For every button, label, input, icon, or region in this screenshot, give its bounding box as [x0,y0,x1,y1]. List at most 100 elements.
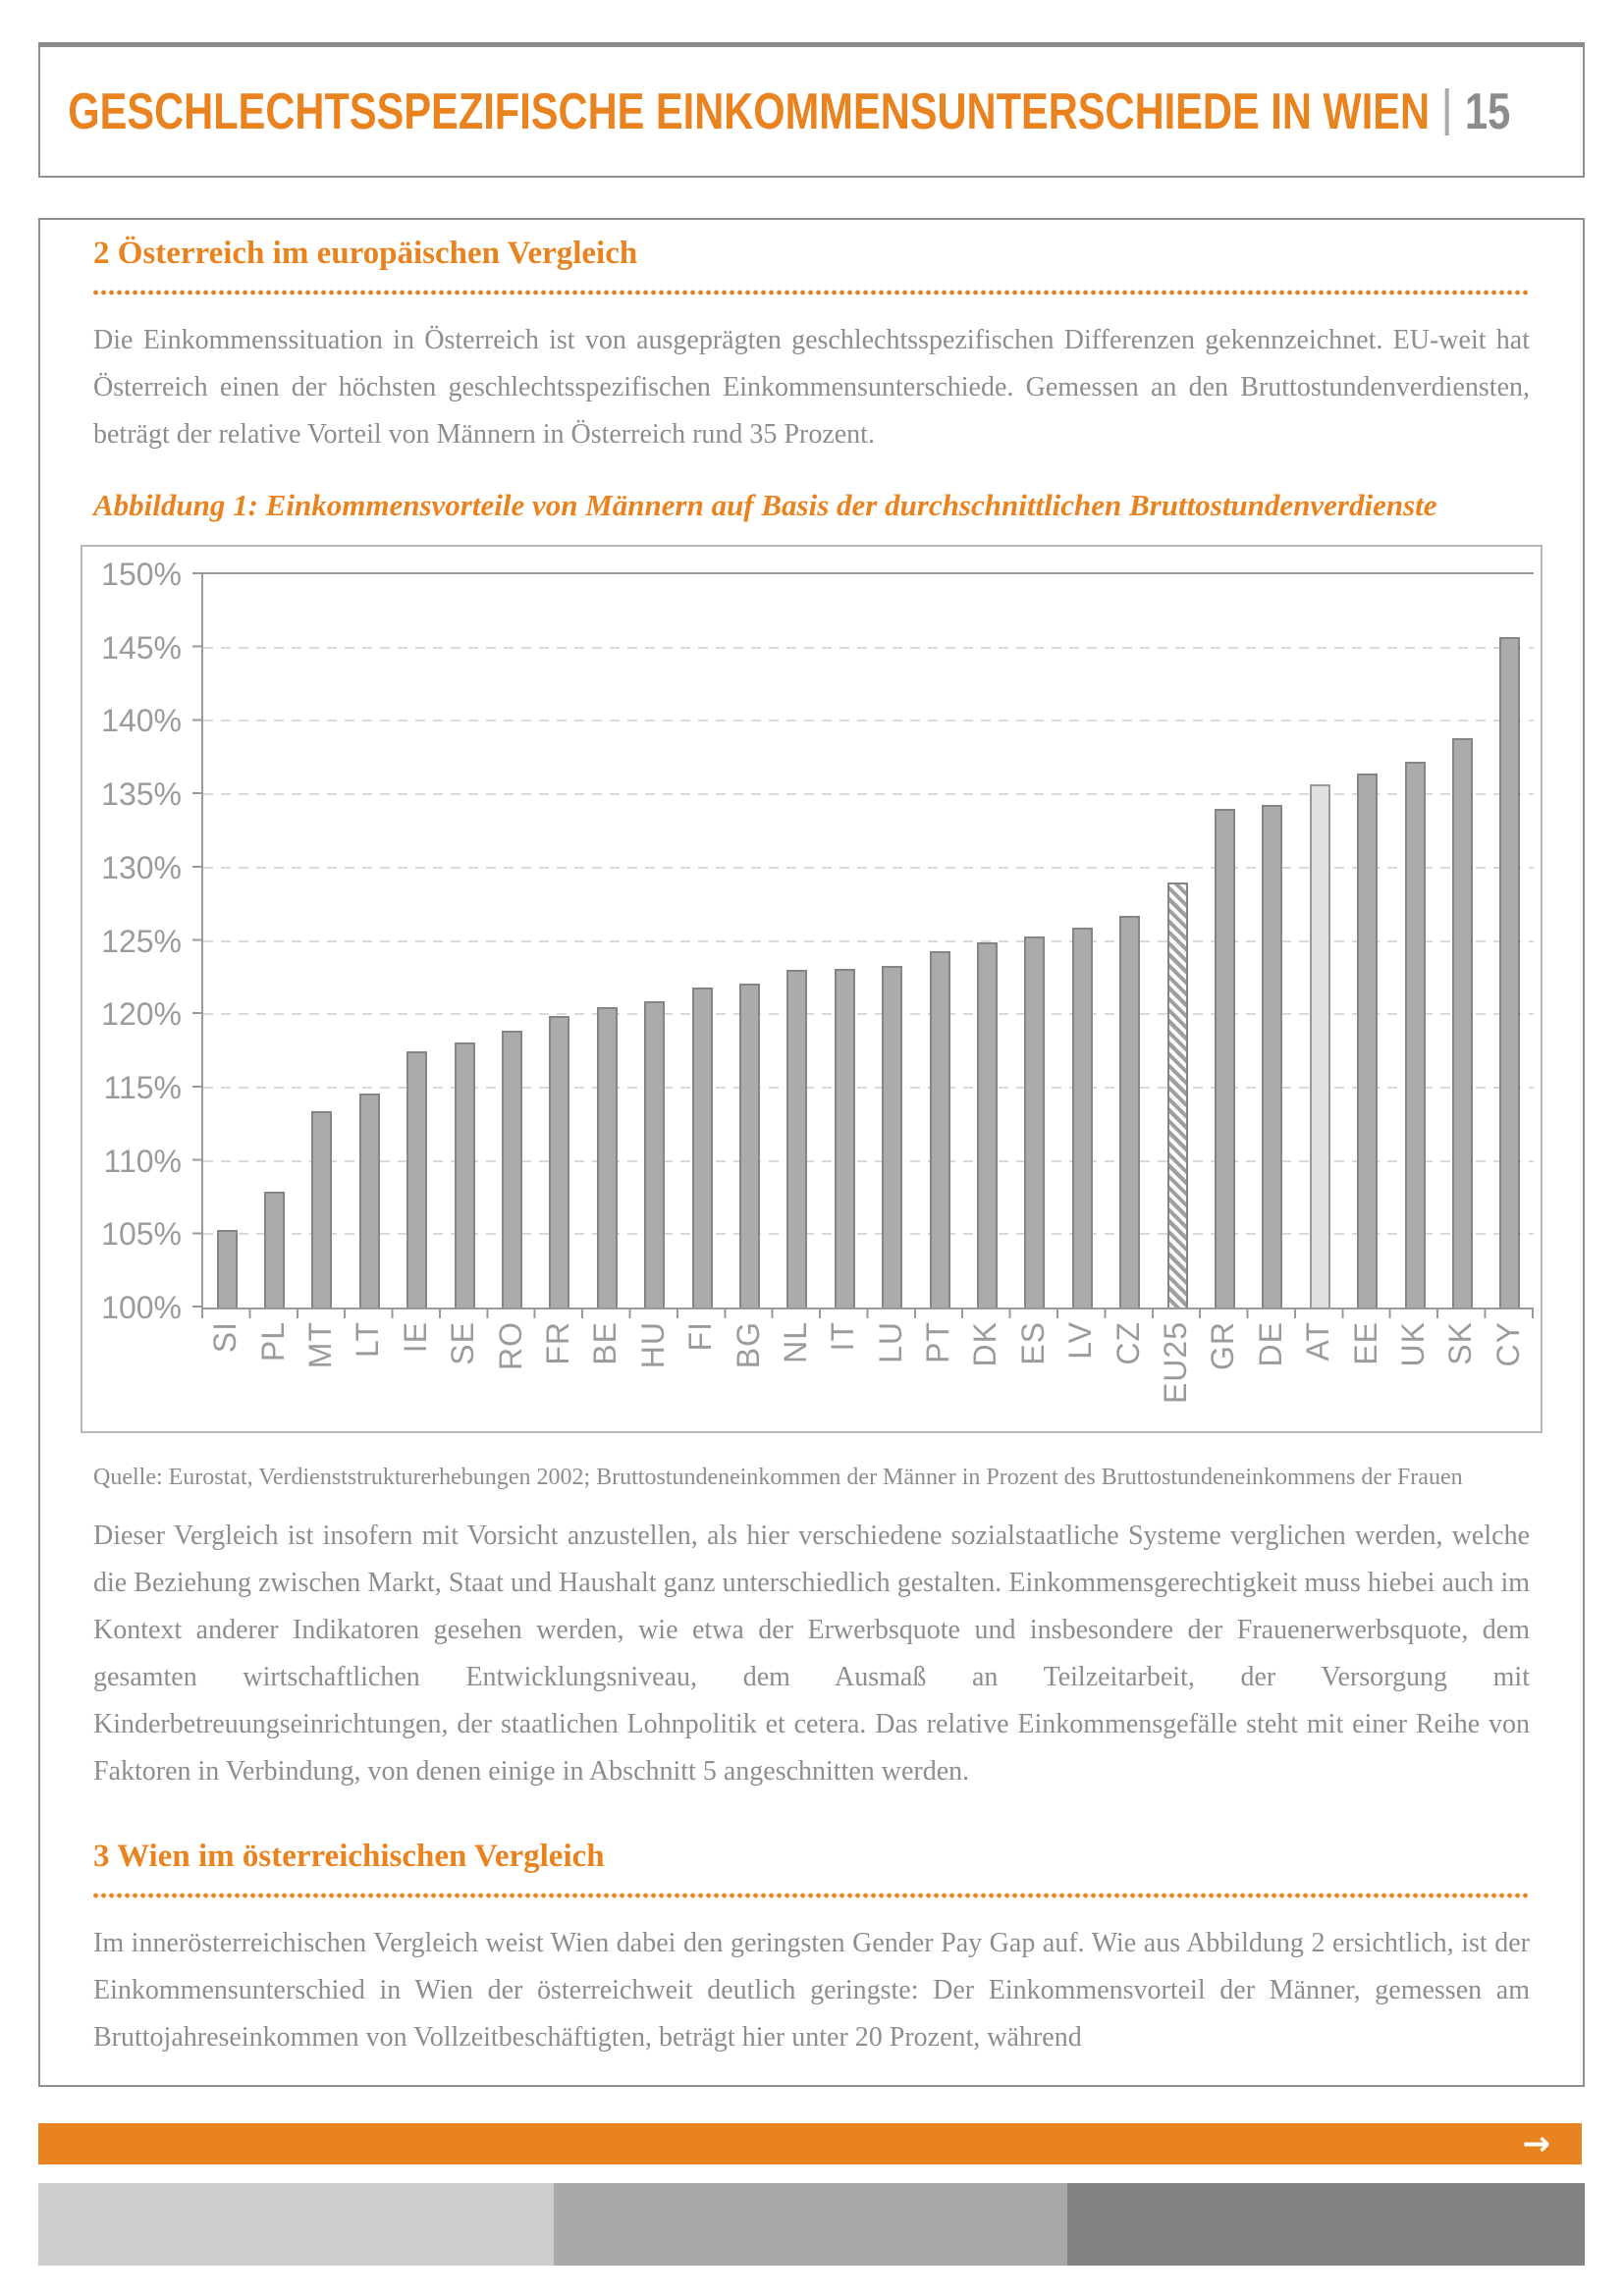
x-axis-label-CZ: CZ [1110,1321,1146,1365]
bar-HU [644,1000,666,1308]
x-axis-label-AT: AT [1300,1321,1336,1362]
gridline-135 [203,793,1534,796]
gridline-145 [203,646,1534,649]
x-axis-label-BE: BE [587,1321,623,1365]
bar-BE [596,1006,618,1308]
x-axis-label-SE: SE [445,1321,481,1365]
gridline-130 [203,866,1534,869]
bar-UK [1404,762,1426,1308]
gridline-105 [203,1233,1534,1236]
page-header-line: GESCHLECHTSSPEZIFISCHE EINKOMMENSUNTERSC… [68,82,1510,141]
arrow-right-icon: → [1522,2124,1551,2163]
x-axis-label-FI: FI [682,1321,719,1352]
x-axis-label-PL: PL [254,1321,291,1362]
y-axis-label-120: 120% [101,996,182,1033]
page-header: GESCHLECHTSSPEZIFISCHE EINKOMMENSUNTERSC… [38,42,1585,178]
footer-block-mid [554,2183,1067,2266]
bar-EU25 [1166,881,1188,1308]
x-axis-label-ES: ES [1014,1321,1051,1365]
x-axis-labels: SI PL MT LT IE SE RO FR BE HU FI BG NL IT LU PT DK ES LV CZ… [201,1321,1532,1431]
gridline-140 [203,720,1534,722]
paragraph-europe-intro: Die Einkommenssituation in Österreich is… [93,325,1530,450]
section-heading-europe: 2 Österreich im europäischen Vergleich [93,236,638,271]
x-axis-label-SK: SK [1442,1321,1479,1365]
bar-SE [454,1041,475,1308]
header-separator-bar [1444,87,1449,135]
y-axis-label-145: 145% [101,629,182,666]
bar-LT [358,1093,380,1308]
x-axis-label-LV: LV [1062,1321,1099,1360]
page-number: 15 [1464,82,1510,140]
dotted-divider [93,290,1530,295]
bar-DK [976,942,998,1308]
gridline-120 [203,1013,1534,1016]
x-axis-label-FR: FR [539,1321,575,1365]
gridline-115 [203,1086,1534,1089]
x-axis-label-HU: HU [634,1321,671,1369]
gridline-110 [203,1159,1534,1162]
x-axis-label-LU: LU [872,1321,908,1363]
y-axis-label-115: 115% [103,1069,182,1105]
x-axis-label-SI: SI [207,1321,244,1354]
figure-source: Quelle: Eurostat, Verdienststrukturerheb… [93,1465,1463,1490]
bar-RO [502,1030,523,1308]
x-axis-label-RO: RO [492,1321,528,1370]
x-axis-label-LT: LT [350,1321,386,1358]
x-axis-label-EE: EE [1347,1321,1383,1365]
y-axis-label-135: 135% [101,776,182,813]
page-header-title: GESCHLECHTSSPEZIFISCHE EINKOMMENSUNTERSC… [67,82,1430,140]
bar-CY [1499,637,1521,1308]
bar-EE [1357,774,1379,1308]
bar-IT [834,968,855,1308]
x-axis-label-IE: IE [397,1321,433,1354]
x-axis-label-PT: PT [920,1321,956,1363]
bar-FI [691,988,713,1308]
y-axis-label-150: 150% [101,557,182,592]
y-axis-label-140: 140% [101,703,182,739]
bar-GR [1214,809,1235,1308]
y-axis-label-130: 130% [101,849,182,885]
footer-block-dark [1067,2183,1585,2266]
x-axis-label-UK: UK [1395,1321,1432,1367]
x-axis-label-NL: NL [777,1321,813,1363]
bar-SI [216,1229,238,1308]
bar-chart: 100% 105% 110% 115% 120% 125% 130% 135% 140% 145%… [81,545,1543,1433]
content-box: 2 Österreich im europäischen Vergleich D… [38,218,1585,2087]
bar-PL [264,1191,286,1308]
x-axis-label-DK: DK [967,1321,1003,1367]
bar-NL [786,970,808,1308]
bar-FR [549,1015,570,1308]
y-axis-label-105: 105% [101,1216,182,1253]
bar-BG [739,983,761,1308]
x-axis-label-IT: IT [825,1321,861,1352]
bar-MT [311,1110,333,1308]
paragraph-europe-discussion: Dieser Vergleich ist insofern mit Vorsic… [93,1521,1530,1787]
x-axis-label-GR: GR [1205,1321,1241,1370]
plot-area: 100% 105% 110% 115% 120% 125% 130% 135% 140% 145%… [101,557,1536,1325]
bar-PT [929,950,950,1308]
y-axis-label-110: 110% [103,1143,182,1179]
bar-DE [1262,804,1283,1308]
y-axis-label-100: 100% [101,1290,182,1325]
bar-LU [882,965,903,1308]
figure-caption: Abbildung 1: Einkommensvorteile von Männ… [93,488,1437,522]
bar-LV [1071,928,1093,1308]
bar-IE [406,1050,428,1308]
footer-block-light [38,2183,554,2266]
x-axis-label-CY: CY [1489,1321,1526,1367]
section-heading-vienna: 3 Wien im österreichischen Vergleich [93,1839,605,1874]
x-axis-label-MT: MT [301,1321,338,1369]
footer-color-blocks [38,2183,1585,2266]
paragraph-vienna: Im innerösterreichischen Vergleich weist… [93,1928,1530,2053]
bar-CZ [1119,916,1141,1308]
dotted-divider [93,1893,1530,1898]
y-axis-label-125: 125% [101,923,182,959]
bar-AT [1309,783,1330,1308]
x-axis-label-EU25: EU25 [1158,1321,1194,1405]
bar-SK [1451,738,1473,1308]
gridline-125 [203,939,1534,942]
bar-ES [1024,936,1046,1308]
x-axis-ticks [201,1309,1536,1318]
y-axis-ticks [192,572,201,1309]
x-axis-label-BG: BG [730,1321,766,1369]
